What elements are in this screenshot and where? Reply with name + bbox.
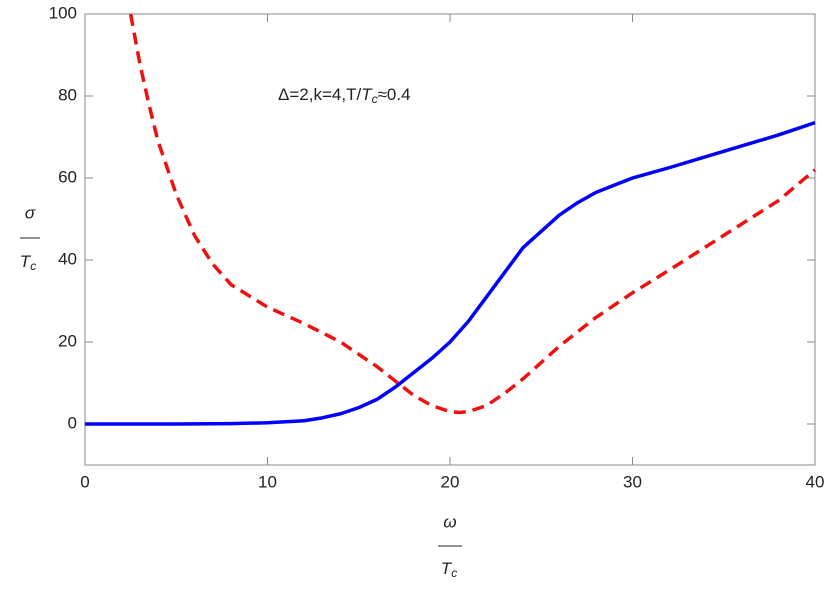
plot-frame — [84, 13, 816, 466]
x-tick-label: 0 — [80, 472, 89, 491]
x-tick-label: 40 — [806, 472, 825, 491]
x-tick-label: 30 — [623, 472, 642, 491]
y-tick-label: 20 — [58, 331, 77, 350]
y-tick-label: 60 — [58, 167, 77, 186]
x-axis-label: ω Tc — [438, 512, 462, 580]
y-tick-label: 40 — [58, 249, 77, 268]
x-tick-label: 10 — [258, 472, 277, 491]
series-line — [85, 120, 816, 426]
annotation: Δ=2,k=4,T/Tc≈0.4 — [278, 85, 411, 106]
x-label-numerator: ω — [443, 512, 456, 531]
y-tick-label: 100 — [49, 3, 77, 22]
y-axis-label: σ Tc — [20, 203, 40, 273]
y-tick-label: 80 — [58, 85, 77, 104]
series-line — [128, 13, 817, 415]
y-label-denominator: Tc — [20, 252, 36, 273]
x-tick-label: 20 — [441, 472, 460, 491]
y-tick-label: 0 — [68, 413, 77, 432]
y-label-numerator: σ — [25, 203, 36, 222]
x-label-denominator: Tc — [441, 559, 457, 580]
